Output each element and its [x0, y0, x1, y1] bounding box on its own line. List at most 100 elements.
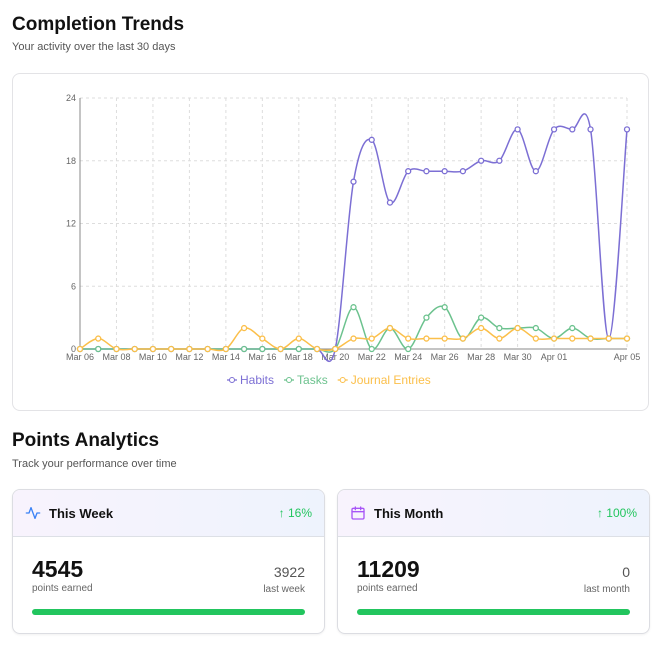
completion-trends-chart: 0 6 12 18 24 Mar 06 Mar 08 Mar 10 Mar 12 Mar 14 Ma… [66, 93, 641, 387]
data-point [350, 178, 357, 185]
points-value: 11209 [357, 556, 420, 582]
x-tick-label: Mar 16 [248, 352, 276, 362]
previous-label: last week [263, 584, 305, 595]
data-point [514, 324, 521, 332]
data-point [623, 126, 631, 133]
data-point [295, 335, 302, 342]
data-point [386, 324, 394, 332]
data-point [113, 345, 120, 353]
data-point [405, 335, 412, 342]
data-point [623, 335, 631, 342]
x-tick-label: Mar 24 [394, 352, 422, 362]
points-value: 4545 [32, 556, 84, 582]
data-point [605, 335, 612, 342]
y-tick-label: 24 [66, 93, 76, 103]
data-point [459, 168, 467, 175]
data-point [423, 314, 430, 321]
data-point [386, 199, 394, 206]
x-tick-label: Mar 26 [431, 352, 459, 362]
legend-label: Habits [240, 373, 274, 387]
y-tick-label: 0 [71, 344, 76, 354]
data-point [295, 345, 302, 353]
data-point [313, 345, 321, 353]
x-tick-label: Mar 30 [504, 352, 532, 362]
legend-marker-dot [286, 377, 293, 383]
data-point [222, 345, 230, 353]
data-point [532, 324, 539, 332]
data-point [569, 126, 576, 133]
data-point [95, 345, 102, 353]
card-title: This Month [374, 505, 444, 521]
data-point [477, 324, 485, 332]
x-tick-label: Mar 14 [212, 352, 240, 362]
calendar-icon [351, 506, 365, 520]
data-point [441, 335, 448, 342]
data-point [350, 335, 357, 342]
data-point [569, 335, 576, 342]
points-subtitle: Track your performance over time [12, 458, 177, 470]
data-point [587, 126, 594, 133]
data-point [496, 157, 503, 164]
x-tick-label: Mar 18 [285, 352, 313, 362]
data-point [441, 304, 448, 311]
completion-trends-chart-card: 0 6 12 18 24 Mar 06 Mar 08 Mar 10 Mar 12 Mar 14 Ma… [12, 73, 649, 411]
legend-label: Journal Entries [351, 373, 431, 387]
x-tick-label: Mar 10 [139, 352, 167, 362]
x-tick-label: Mar 22 [358, 352, 386, 362]
data-point [149, 345, 157, 353]
data-point [350, 304, 357, 311]
x-tick-label: Apr 01 [541, 352, 568, 362]
change-badge: ↑ 100% [596, 506, 637, 520]
progress-bar [357, 609, 630, 615]
x-tick-label: Mar 20 [321, 352, 349, 362]
x-tick-label: Apr 05 [614, 352, 641, 362]
data-point [368, 345, 375, 353]
trends-subtitle: Your activity over the last 30 days [12, 41, 176, 53]
data-point [550, 335, 558, 342]
legend-marker-dot [229, 377, 235, 383]
points-label: points earned [357, 583, 418, 594]
this-month-card: This Month ↑ 100% 11209 points earned 0 … [337, 489, 650, 634]
data-point [459, 335, 467, 342]
card-title: This Week [49, 505, 114, 521]
data-point [423, 335, 430, 342]
data-point [259, 345, 266, 353]
data-point [550, 126, 558, 133]
progress-fill [32, 609, 305, 615]
previous-value: 0 [622, 564, 630, 580]
data-point [259, 335, 266, 342]
data-point [496, 324, 503, 332]
x-tick-label: Mar 28 [467, 352, 495, 362]
data-point [441, 168, 448, 175]
previous-value: 3922 [273, 564, 305, 580]
data-point [131, 345, 138, 353]
y-tick-label: 18 [66, 156, 76, 166]
progress-bar [32, 609, 305, 615]
data-point [477, 157, 485, 164]
legend-label: Tasks [297, 373, 328, 387]
data-point [240, 345, 248, 353]
series-line-tasks [79, 305, 627, 353]
card-header: This Week ↑ 16% [13, 490, 324, 537]
data-point [532, 168, 539, 175]
change-badge: ↑ 16% [278, 506, 312, 520]
data-point [368, 335, 375, 342]
points-title: Points Analytics [12, 430, 160, 451]
data-point [240, 324, 248, 332]
data-point [496, 335, 503, 342]
y-tick-label: 6 [71, 281, 76, 291]
data-point [204, 345, 211, 353]
data-point [168, 345, 175, 353]
y-tick-label: 12 [66, 219, 76, 229]
data-point [405, 168, 412, 175]
data-point [76, 345, 84, 353]
activity-icon [25, 507, 41, 519]
data-point [423, 168, 430, 175]
data-point [277, 345, 284, 353]
data-point [587, 335, 594, 342]
data-point [95, 335, 102, 342]
card-header: This Month ↑ 100% [338, 490, 649, 537]
this-week-card: This Week ↑ 16% 4545 points earned 3922 … [12, 489, 325, 634]
data-point [332, 345, 339, 353]
data-point [405, 345, 412, 353]
